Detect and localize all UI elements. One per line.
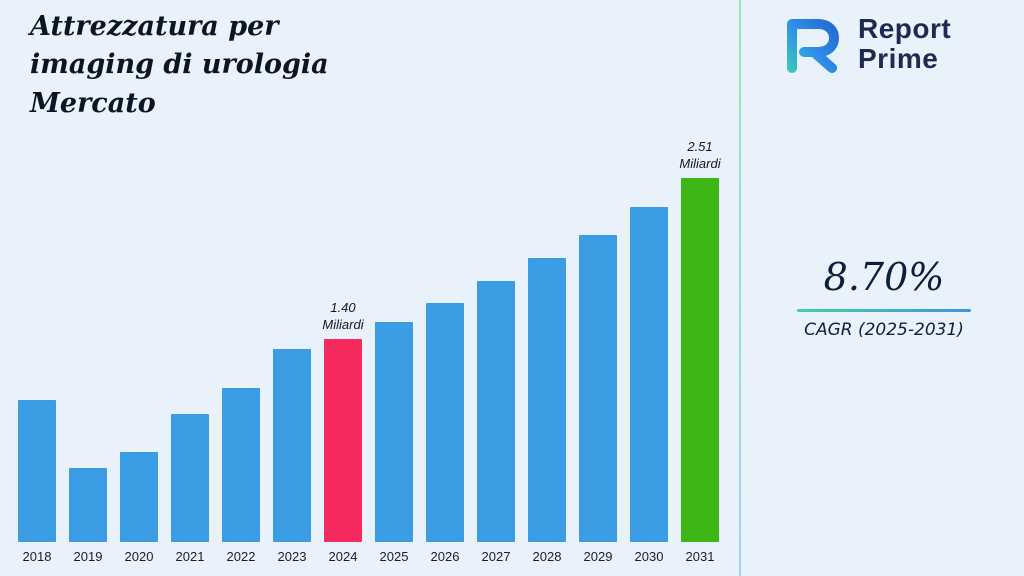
bar-2024 xyxy=(324,339,362,542)
axis-label-2029: 2029 xyxy=(583,549,613,564)
bar-group-2018: 2018 xyxy=(18,400,56,564)
page-title-line-2: imaging di urologia xyxy=(30,49,329,81)
report-prime-logo: Report Prime xyxy=(776,14,951,74)
bar-chart: 2018 2019 2020 2021 2022 2023 1.40 Miliardi 2024… xyxy=(18,138,721,564)
bar-group-2031: 2.51 Miliardi 2031 xyxy=(679,138,721,564)
axis-label-2030: 2030 xyxy=(634,549,664,564)
axis-label-2020: 2020 xyxy=(124,549,154,564)
cagr-value: 8.70% xyxy=(823,255,945,299)
axis-label-2021: 2021 xyxy=(175,549,205,564)
bar-group-2024: 1.40 Miliardi 2024 xyxy=(322,299,364,564)
report-prime-logo-icon xyxy=(787,19,839,73)
bar-group-2019: 2019 xyxy=(69,468,107,564)
stat-underline xyxy=(797,309,971,312)
bar-group-2022: 2022 xyxy=(222,388,260,564)
bar-2023 xyxy=(273,349,311,542)
bar-group-2023: 2023 xyxy=(273,349,311,564)
page-title: Attrezzatura per imaging di urologia Mer… xyxy=(30,8,390,123)
bar-2022 xyxy=(222,388,260,542)
axis-label-2031: 2031 xyxy=(685,549,715,564)
axis-label-2022: 2022 xyxy=(226,549,256,564)
axis-label-2023: 2023 xyxy=(277,549,307,564)
logo-wordmark: Report Prime xyxy=(858,14,951,74)
bar-2029 xyxy=(579,235,617,542)
page-title-line-1: Attrezzatura per xyxy=(30,11,279,42)
bar-2026 xyxy=(426,303,464,542)
axis-label-2018: 2018 xyxy=(22,549,52,564)
axis-label-2026: 2026 xyxy=(430,549,460,564)
bar-2020 xyxy=(120,452,158,542)
bar-group-2030: 2030 xyxy=(630,207,668,564)
bar-value-label-2031: 2.51 Miliardi xyxy=(679,138,721,172)
page-title-line-3: Mercato xyxy=(30,87,156,119)
bar-2028 xyxy=(528,258,566,542)
bar-value-label-2024: 1.40 Miliardi xyxy=(322,299,364,333)
bar-2027 xyxy=(477,281,515,542)
bar-group-2021: 2021 xyxy=(171,414,209,564)
axis-label-2025: 2025 xyxy=(379,549,409,564)
axis-label-2027: 2027 xyxy=(481,549,511,564)
bar-group-2026: 2026 xyxy=(426,303,464,564)
bar-2031 xyxy=(681,178,719,542)
bar-2030 xyxy=(630,207,668,542)
cagr-caption: CAGR (2025-2031) xyxy=(804,320,964,340)
logo-word-prime: Prime xyxy=(858,43,939,74)
bar-group-2027: 2027 xyxy=(477,281,515,564)
bar-group-2029: 2029 xyxy=(579,235,617,564)
bar-2021 xyxy=(171,414,209,542)
bar-2019 xyxy=(69,468,107,542)
bar-group-2020: 2020 xyxy=(120,452,158,564)
logo-word-report: Report xyxy=(858,13,952,45)
axis-label-2028: 2028 xyxy=(532,549,562,564)
bar-2018 xyxy=(18,400,56,542)
axis-label-2019: 2019 xyxy=(73,549,103,564)
vertical-divider xyxy=(739,0,741,576)
bar-group-2028: 2028 xyxy=(528,258,566,564)
bar-2025 xyxy=(375,322,413,542)
axis-label-2024: 2024 xyxy=(328,549,358,564)
bar-group-2025: 2025 xyxy=(375,322,413,564)
cagr-stat: 8.70% CAGR (2025-2031) xyxy=(795,255,973,340)
